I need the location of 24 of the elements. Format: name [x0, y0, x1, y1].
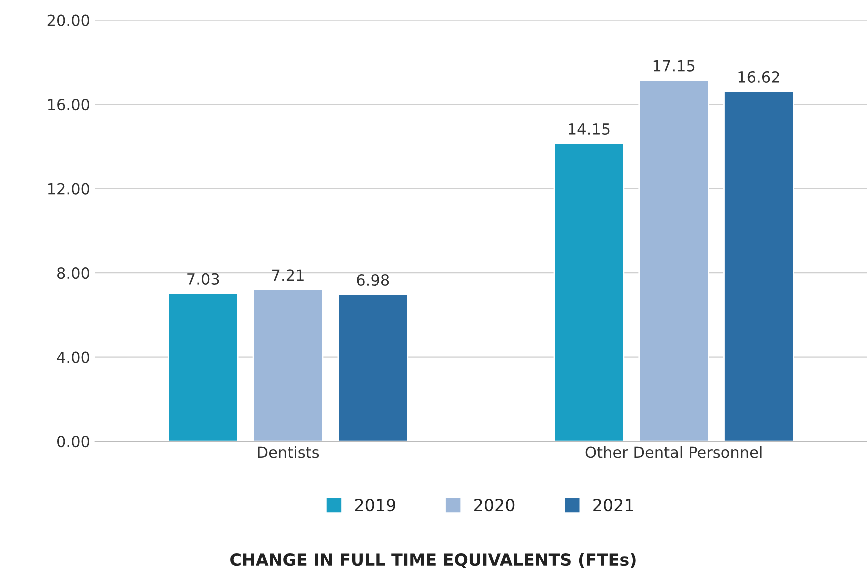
y-tick-label: 16.00 — [48, 99, 90, 111]
legend-label: 2020 — [474, 498, 515, 512]
bar — [724, 90, 794, 442]
y-tick-label: 8.00 — [58, 268, 90, 280]
data-label: 17.15 — [654, 60, 695, 72]
legend-label: 2019 — [355, 498, 396, 512]
bar — [168, 292, 239, 442]
y-tick-label: 20.00 — [48, 14, 90, 26]
bar — [338, 294, 409, 442]
x-tick-label: Other Dental Personnel — [586, 446, 762, 458]
data-label: 14.15 — [569, 124, 610, 136]
y-tick-label: 0.00 — [58, 436, 90, 448]
bar — [638, 80, 710, 442]
text: CHANGE IN FULL TIME EQUIVALENTS (FTEs) — [230, 553, 636, 568]
bar — [554, 142, 625, 442]
bar — [252, 289, 324, 442]
y-tick-label: 12.00 — [48, 183, 90, 195]
legend-label: 2021 — [594, 498, 634, 512]
data-label: 7.03 — [188, 273, 220, 285]
y-tick-label: 4.00 — [57, 352, 90, 364]
data-label: 6.98 — [357, 274, 390, 286]
x-tick-label: Dentists — [258, 446, 320, 458]
data-label: 16.62 — [738, 71, 780, 84]
data-label: 7.21 — [272, 270, 304, 281]
